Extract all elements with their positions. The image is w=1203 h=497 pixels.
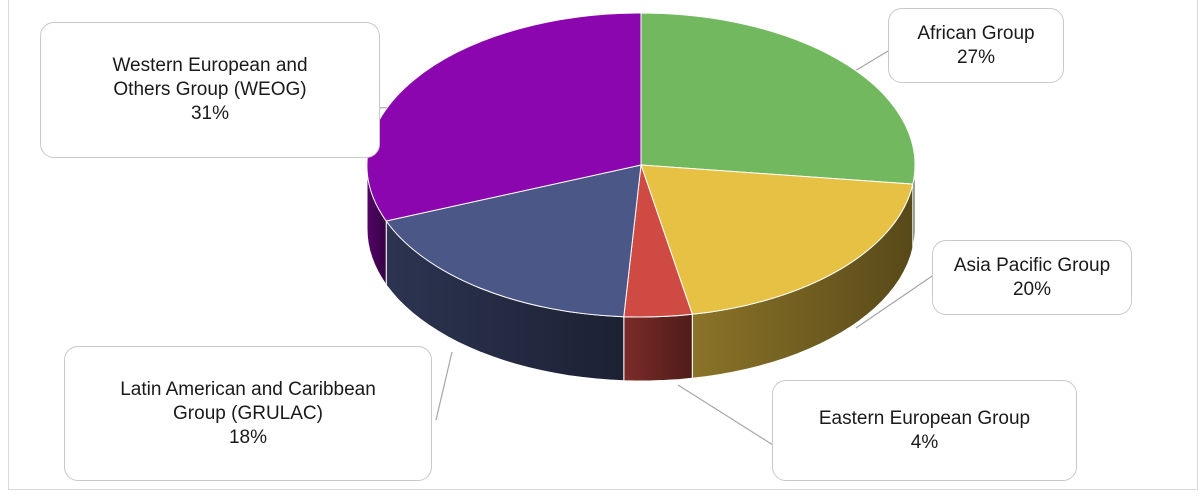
- leader-line-3: [435, 351, 453, 421]
- pie-slice-side-2: [623, 313, 693, 382]
- data-label-name: Western European and Others Group (WEOG): [112, 55, 308, 100]
- data-label-name: Asia Pacific Group: [953, 254, 1111, 276]
- data-label-name: Latin American and Caribbean Group (GRUL…: [120, 378, 376, 424]
- leader-line-1: [855, 271, 939, 329]
- data-label-value: 31%: [190, 103, 230, 124]
- data-label-name: Eastern European Group: [818, 407, 1031, 429]
- chart-frame: [8, 0, 1198, 490]
- data-label-grulac: Latin American and Caribbean Group (GRUL…: [64, 346, 432, 481]
- pie-slice-3: [385, 164, 642, 318]
- leader-line-2: [677, 384, 774, 446]
- pie-top: [366, 12, 916, 318]
- data-label-eastern-european-group: Eastern European Group 4%: [772, 380, 1077, 481]
- data-label-african-group: African Group 27%: [888, 8, 1064, 83]
- data-label-weog: Western European and Others Group (WEOG)…: [40, 22, 380, 158]
- data-label-asia-pacific-group: Asia Pacific Group 20%: [932, 240, 1132, 315]
- data-label-value: 27%: [956, 46, 996, 68]
- pie-slice-1: [640, 164, 914, 315]
- data-label-value: 18%: [228, 426, 268, 448]
- data-label-value: 4%: [910, 431, 939, 453]
- pie-slice-0: [640, 12, 916, 185]
- data-label-value: 20%: [1012, 278, 1052, 300]
- pie-slice-4: [366, 12, 642, 222]
- data-label-name: African Group: [917, 22, 1035, 44]
